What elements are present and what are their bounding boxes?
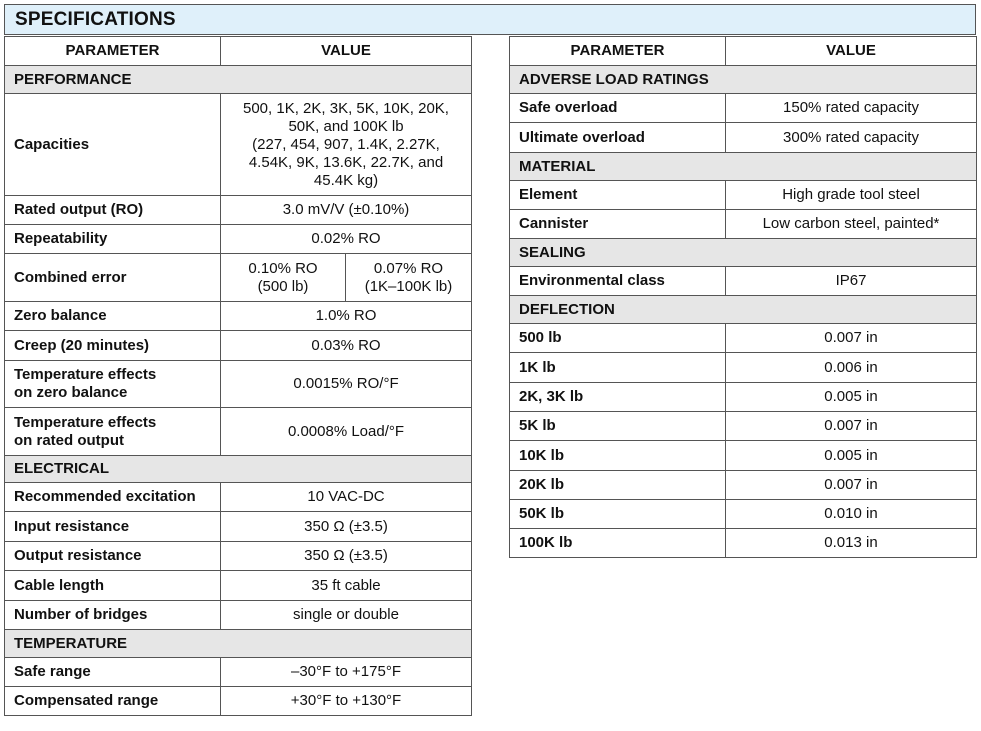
param-value: 150% rated capacity xyxy=(725,93,977,123)
param-value: 300% rated capacity xyxy=(725,122,977,153)
param-value: 350 Ω (±3.5) xyxy=(220,541,472,571)
param-value: single or double xyxy=(220,600,472,630)
param-value: Low carbon steel, painted* xyxy=(725,209,977,239)
param-label: Number of bridges xyxy=(4,600,221,630)
param-value: 0.03% RO xyxy=(220,330,472,361)
param-label: Element xyxy=(509,180,726,210)
value-line: 0.07% RO xyxy=(373,259,444,277)
label-line: on rated output xyxy=(14,431,124,449)
section-material: MATERIAL xyxy=(509,152,977,181)
param-label: 500 lb xyxy=(509,323,726,353)
param-value: 0.007 in xyxy=(725,323,977,353)
param-label: Temperature effects on zero balance xyxy=(4,360,221,408)
param-label: Environmental class xyxy=(509,266,726,296)
param-value: IP67 xyxy=(725,266,977,296)
param-label: Rated output (RO) xyxy=(4,195,221,225)
specs-table-right: PARAMETER VALUE ADVERSE LOAD RATINGS Safe… xyxy=(509,36,977,558)
param-value: 35 ft cable xyxy=(220,570,472,601)
page-title: SPECIFICATIONS xyxy=(15,9,176,30)
param-value: 0.005 in xyxy=(725,382,977,412)
param-value: 0.07% RO (1K–100K lb) xyxy=(345,253,472,302)
section-sealing: SEALING xyxy=(509,238,977,267)
value-line: 4.54K, 9K, 13.6K, 22.7K, and xyxy=(248,153,444,171)
param-value: 0.0008% Load/°F xyxy=(220,407,472,456)
section-deflection: DEFLECTION xyxy=(509,295,977,324)
param-label: Cable length xyxy=(4,570,221,601)
param-label: 10K lb xyxy=(509,440,726,471)
param-label: 50K lb xyxy=(509,499,726,529)
param-value: 0.02% RO xyxy=(220,224,472,254)
value-line: (500 lb) xyxy=(257,277,309,295)
value-line: 500, 1K, 2K, 3K, 5K, 10K, 20K, xyxy=(243,99,449,117)
param-label: Capacities xyxy=(4,93,221,196)
section-temperature: TEMPERATURE xyxy=(4,629,472,658)
param-value: 0.0015% RO/°F xyxy=(220,360,472,408)
param-value: 1.0% RO xyxy=(220,301,472,331)
specs-table-left: PARAMETER VALUE PERFORMANCE Capacities 50… xyxy=(4,36,472,716)
specifications-title-bar: SPECIFICATIONS xyxy=(4,4,976,35)
value-line: 45.4K kg) xyxy=(313,171,379,189)
param-value: 0.007 in xyxy=(725,470,977,500)
section-adverse-load-ratings: ADVERSE LOAD RATINGS xyxy=(509,65,977,94)
param-label: 2K, 3K lb xyxy=(509,382,726,412)
col-header-parameter: PARAMETER xyxy=(509,36,726,66)
param-label: Recommended excitation xyxy=(4,482,221,512)
param-label: 100K lb xyxy=(509,528,726,558)
label-line: Temperature effects xyxy=(14,413,157,431)
param-value: 0.006 in xyxy=(725,352,977,383)
param-value: 10 VAC-DC xyxy=(220,482,472,512)
param-value: 0.10% RO (500 lb) xyxy=(220,253,346,302)
param-label: Cannister xyxy=(509,209,726,239)
param-label: Ultimate overload xyxy=(509,122,726,153)
param-label: Safe overload xyxy=(509,93,726,123)
param-label: Compensated range xyxy=(4,686,221,716)
param-label: 1K lb xyxy=(509,352,726,383)
param-label: Zero balance xyxy=(4,301,221,331)
param-label: Safe range xyxy=(4,657,221,687)
param-label: Combined error xyxy=(4,253,221,302)
param-value: 350 Ω (±3.5) xyxy=(220,511,472,542)
param-value: High grade tool steel xyxy=(725,180,977,210)
param-value: –30°F to +175°F xyxy=(220,657,472,687)
param-label: Input resistance xyxy=(4,511,221,542)
param-value: 0.013 in xyxy=(725,528,977,558)
param-label: 20K lb xyxy=(509,470,726,500)
label-line: on zero balance xyxy=(14,384,128,401)
param-label: Repeatability xyxy=(4,224,221,254)
value-line: (1K–100K lb) xyxy=(364,277,453,295)
value-line: 0.10% RO xyxy=(248,259,318,277)
value-line: (227, 454, 907, 1.4K, 2.27K, xyxy=(252,135,440,153)
param-label: Creep (20 minutes) xyxy=(4,330,221,361)
param-value: 0.007 in xyxy=(725,411,977,441)
label-line: Temperature effects xyxy=(14,366,157,383)
param-value: 0.005 in xyxy=(725,440,977,471)
param-label: Temperature effects on rated output xyxy=(4,407,221,456)
col-header-value: VALUE xyxy=(220,36,472,66)
section-electrical: ELECTRICAL xyxy=(4,455,472,483)
param-value: +30°F to +130°F xyxy=(220,686,472,716)
param-value: 3.0 mV/V (±0.10%) xyxy=(220,195,472,225)
col-header-value: VALUE xyxy=(725,36,977,66)
param-value: 0.010 in xyxy=(725,499,977,529)
param-value: 500, 1K, 2K, 3K, 5K, 10K, 20K, 50K, and … xyxy=(220,93,472,196)
section-performance: PERFORMANCE xyxy=(4,65,472,94)
value-line: 50K, and 100K lb xyxy=(288,117,404,135)
param-label: 5K lb xyxy=(509,411,726,441)
param-label: Output resistance xyxy=(4,541,221,571)
col-header-parameter: PARAMETER xyxy=(4,36,221,66)
